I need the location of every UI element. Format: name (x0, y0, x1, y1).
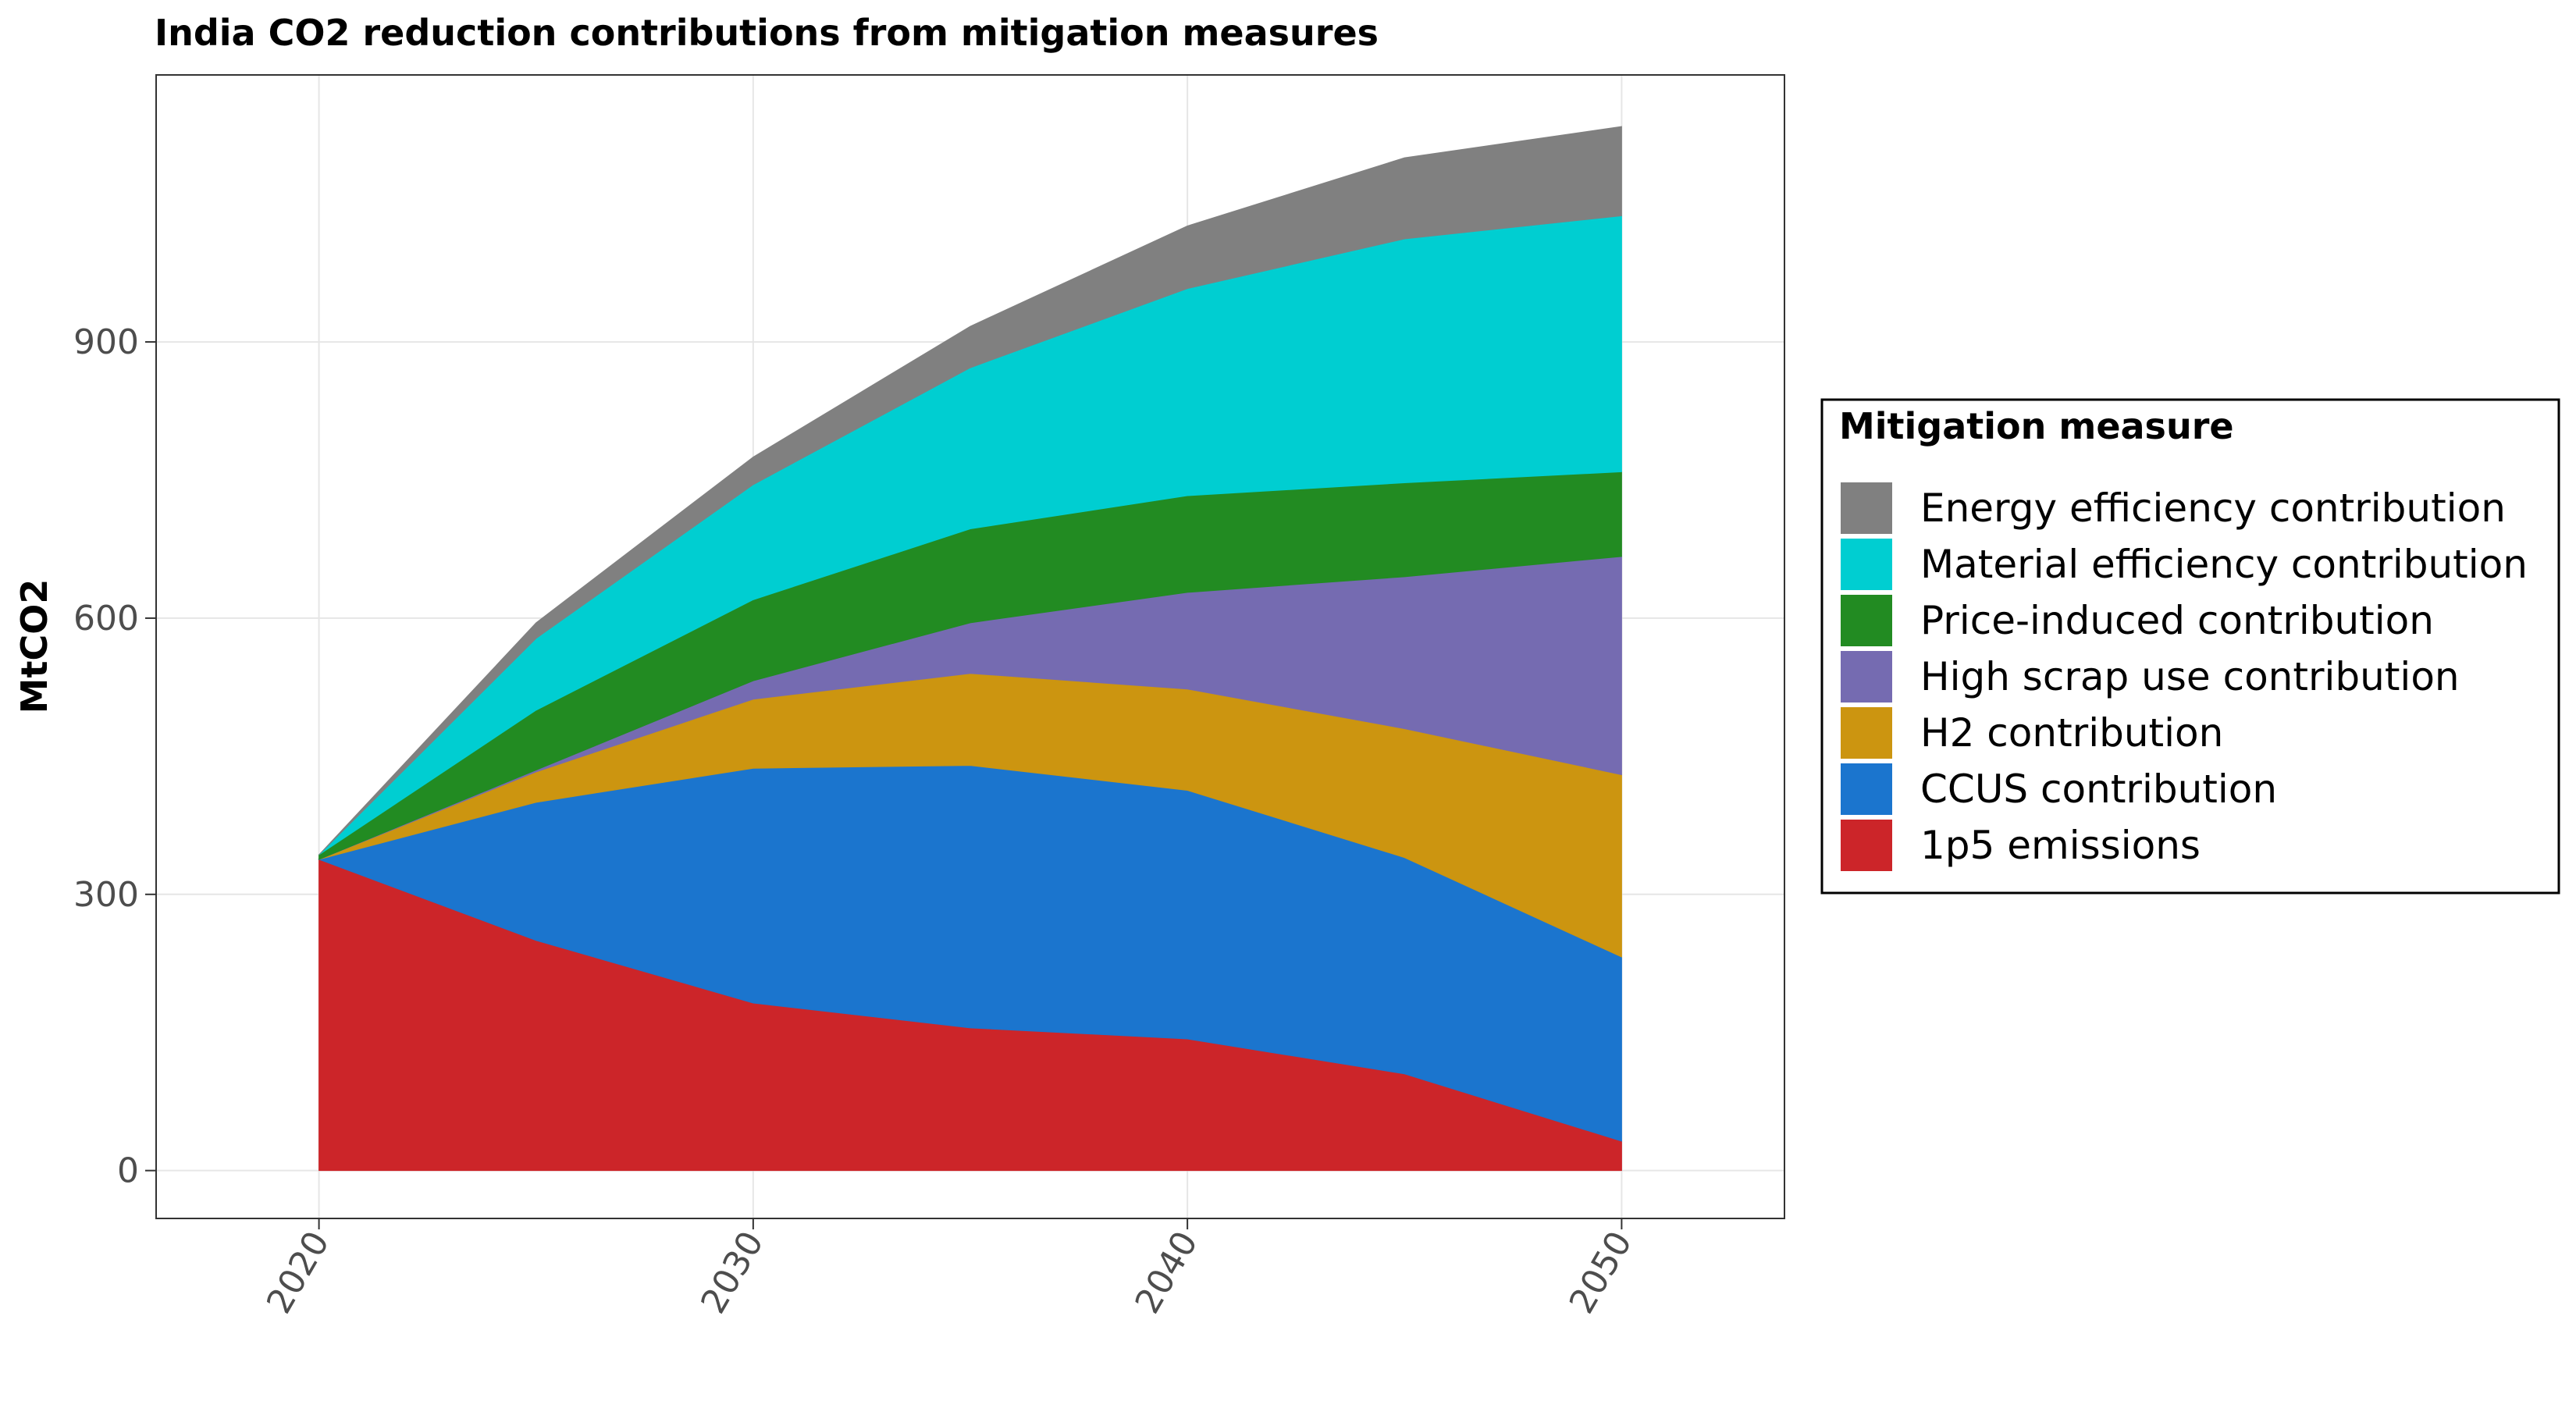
legend-label-material-efficiency-contribution: Material efficiency contribution (1920, 542, 2528, 587)
x-axis: 2020 2030 2040 2050 (259, 1218, 1640, 1320)
chart-title: India CO2 reduction contributions from m… (155, 12, 1379, 54)
x-tick-label: 2050 (1562, 1225, 1640, 1320)
legend-label-price-induced-contribution: Price-induced contribution (1920, 598, 2434, 643)
area-layers (317, 126, 1622, 1172)
legend-label-1p5-emissions: 1p5 emissions (1920, 823, 2201, 868)
y-tick-label: 0 (117, 1151, 139, 1191)
plot-border (155, 74, 1785, 1219)
legend-swatch-material-efficiency-contribution (1841, 539, 1892, 590)
x-tick-label: 2040 (1128, 1225, 1206, 1320)
legend-label-h2-contribution: H2 contribution (1920, 710, 2223, 756)
legend-label-high-scrap-use-contribution: High scrap use contribution (1920, 654, 2460, 699)
legend-swatch-price-induced-contribution (1841, 595, 1892, 646)
legend-swatch-high-scrap-use-contribution (1841, 651, 1892, 702)
y-tick-label: 300 (73, 875, 139, 915)
x-tick-label: 2020 (259, 1225, 337, 1320)
legend-label-energy-efficiency-contribution: Energy efficiency contribution (1920, 486, 2506, 531)
legend-box (1820, 398, 2560, 895)
legend-swatch-ccus-contribution (1841, 763, 1892, 815)
legend-swatch-h2-contribution (1841, 707, 1892, 759)
legend-swatch-1p5-emissions (1841, 820, 1892, 871)
y-tick-label: 600 (73, 599, 139, 638)
x-tick-label: 2030 (693, 1225, 771, 1320)
y-axis: 0 300 600 900 (73, 322, 156, 1191)
y-axis-label: MtCO2 (13, 579, 55, 714)
legend-swatch-energy-efficiency-contribution (1841, 482, 1892, 534)
y-tick-label: 900 (73, 322, 139, 362)
legend-title: Mitigation measure (1839, 405, 2234, 447)
legend-label-ccus-contribution: CCUS contribution (1920, 767, 2277, 812)
legend: Mitigation measure Energy efficiency con… (1820, 398, 2560, 895)
area-energy-efficiency-contribution (318, 126, 1622, 855)
